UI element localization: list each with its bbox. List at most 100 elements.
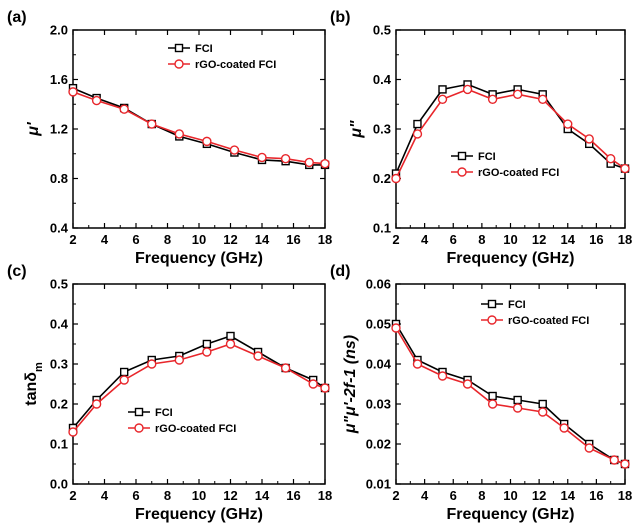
x-tick-label: 4 [101, 232, 109, 247]
y-tick-label: 0.1 [50, 437, 68, 452]
legend-label: rGO-coated FCI [478, 167, 559, 179]
series-line-rgo [72, 343, 326, 433]
x-axis-label: Frequency (GHz) [135, 250, 263, 267]
y-axis-label: μ' [25, 121, 42, 137]
data-point-rgo [391, 323, 401, 333]
x-tick-label: 16 [286, 488, 300, 503]
data-point-fci [202, 339, 212, 349]
data-point-rgo [620, 459, 630, 469]
legend-marker-fci [487, 299, 497, 309]
data-point-rgo [320, 383, 330, 393]
y-tick-label: 0.2 [373, 171, 391, 186]
x-tick-label: 6 [450, 232, 457, 247]
data-point-rgo [68, 427, 78, 437]
data-point-rgo [512, 403, 523, 413]
data-point-rgo [257, 152, 267, 163]
data-point-rgo [538, 407, 548, 417]
legend-marker-rgo [457, 167, 467, 177]
y-tick-label: 0.3 [50, 357, 68, 372]
data-point-rgo [487, 94, 498, 105]
x-tick-label: 12 [532, 488, 546, 503]
x-tick-label: 12 [532, 232, 546, 247]
x-tick-label: 10 [192, 488, 206, 503]
x-tick-label: 18 [618, 232, 632, 247]
panel-label: (a) [7, 9, 27, 26]
data-point-rgo [437, 94, 448, 105]
x-tick-label: 10 [503, 232, 517, 247]
data-point-rgo [91, 399, 102, 409]
panel-label: (d) [330, 263, 350, 280]
x-tick-label: 2 [69, 232, 76, 247]
data-point-rgo [119, 104, 129, 114]
data-point-rgo [563, 119, 573, 129]
y-tick-label: 0.2 [50, 397, 68, 412]
x-tick-label: 8 [164, 488, 171, 503]
y-tick-label: 0.06 [366, 277, 391, 292]
legend-label: FCI [508, 299, 526, 311]
legend-label: rGO-coated FCI [508, 315, 589, 327]
legend-marker-rgo [487, 315, 497, 325]
data-point-rgo [559, 423, 569, 433]
data-point-rgo [584, 134, 594, 144]
x-tick-label: 14 [561, 488, 576, 503]
data-point-rgo [437, 371, 448, 381]
data-point-rgo [620, 163, 630, 174]
panel-label: (c) [7, 263, 27, 280]
plot-frame [395, 29, 626, 229]
chart-panel-4: 2 4 6 8 10 12 14 16 18 0.01 0.02 0.03 0.04 0.05 0.06 (d… [330, 263, 632, 523]
series-line-fci [395, 83, 626, 174]
legend: FCI rGO-coated FCI [481, 299, 589, 327]
data-point-rgo [280, 363, 291, 373]
x-axis-label: Frequency (GHz) [446, 506, 574, 523]
data-point-fci [119, 367, 129, 377]
y-tick-label: 1.2 [50, 122, 68, 137]
data-point-rgo [609, 455, 619, 465]
y-tick-label: 0.5 [50, 277, 68, 292]
data-point-rgo [412, 359, 423, 369]
legend-marker-fci [457, 151, 467, 161]
x-axis-label: Frequency (GHz) [446, 250, 574, 267]
data-point-rgo [462, 84, 473, 95]
x-tick-label: 6 [132, 232, 139, 247]
panel-label: (b) [330, 9, 350, 26]
y-tick-label: 0.8 [50, 171, 68, 186]
legend: FCI rGO-coated FCI [451, 151, 559, 179]
x-tick-label: 4 [421, 488, 429, 503]
chart-panel-2: 2 4 6 8 10 12 14 16 18 0.1 0.2 0.3 0.4 0.5 (b) Frequenc… [330, 9, 632, 267]
series-line-fci [72, 87, 325, 166]
legend-label: FCI [155, 407, 173, 419]
x-tick-label: 18 [318, 488, 332, 503]
legend-marker-rgo [174, 59, 184, 69]
x-tick-label: 14 [255, 488, 270, 503]
y-tick-label: 0.05 [366, 317, 391, 332]
legend: FCI rGO-coated FCI [128, 407, 236, 435]
y-tick-label: 0.03 [366, 397, 391, 412]
data-point-rgo [391, 173, 401, 184]
x-tick-label: 6 [450, 488, 457, 503]
y-tick-label: 0.04 [366, 357, 392, 372]
data-point-rgo [174, 355, 185, 365]
data-point-rgo [538, 94, 548, 105]
series-line-fci [72, 335, 326, 429]
x-tick-label: 12 [223, 488, 237, 503]
data-point-fci [538, 399, 547, 409]
y-tick-label: 0.5 [373, 23, 391, 38]
legend: FCI rGO-coated FCI [168, 43, 276, 71]
x-tick-label: 18 [318, 232, 332, 247]
x-tick-label: 14 [255, 232, 270, 247]
legend-marker-fci [174, 43, 184, 53]
plot-frame [72, 283, 326, 485]
data-point-rgo [512, 89, 523, 100]
y-tick-label: 0.02 [366, 437, 391, 452]
series-line-rgo [395, 88, 626, 179]
data-point-rgo [412, 129, 423, 139]
x-tick-label: 6 [132, 488, 139, 503]
data-point-rgo [91, 95, 102, 106]
data-point-rgo [119, 375, 129, 385]
data-point-fci [438, 85, 447, 94]
y-tick-label: 0.4 [373, 72, 392, 87]
data-point-rgo [487, 399, 498, 409]
data-point-rgo [280, 153, 291, 164]
data-point-fci [226, 331, 235, 341]
y-axis-label: tanδm [23, 362, 45, 406]
